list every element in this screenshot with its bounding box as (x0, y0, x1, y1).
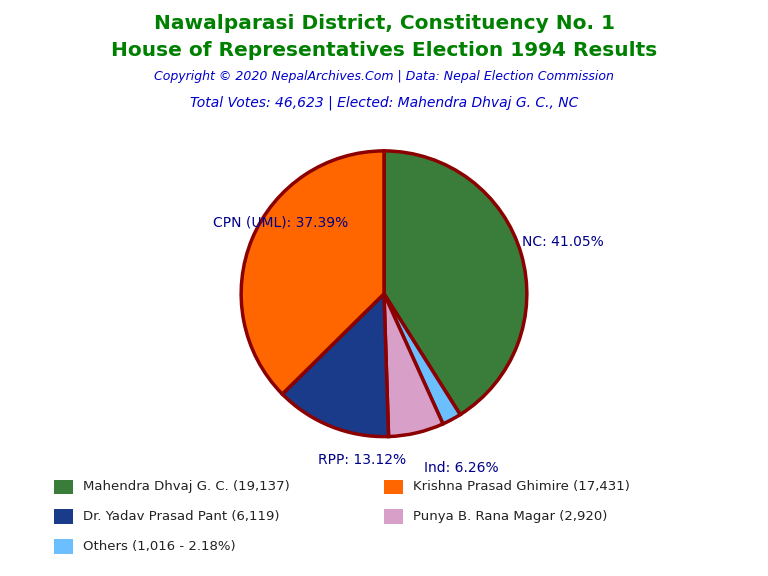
Text: CPN (UML): 37.39%: CPN (UML): 37.39% (213, 215, 348, 229)
Text: Punya B. Rana Magar (2,920): Punya B. Rana Magar (2,920) (413, 510, 607, 523)
Text: Ind: 6.26%: Ind: 6.26% (425, 461, 499, 475)
Text: Mahendra Dhvaj G. C. (19,137): Mahendra Dhvaj G. C. (19,137) (83, 480, 290, 493)
Text: Total Votes: 46,623 | Elected: Mahendra Dhvaj G. C., NC: Total Votes: 46,623 | Elected: Mahendra … (190, 95, 578, 109)
Text: House of Representatives Election 1994 Results: House of Representatives Election 1994 R… (111, 41, 657, 60)
Wedge shape (384, 294, 443, 437)
Wedge shape (241, 151, 384, 394)
Wedge shape (283, 294, 389, 437)
Text: Copyright © 2020 NepalArchives.Com | Data: Nepal Election Commission: Copyright © 2020 NepalArchives.Com | Dat… (154, 70, 614, 84)
Text: Others (1,016 - 2.18%): Others (1,016 - 2.18%) (83, 540, 236, 553)
Wedge shape (384, 294, 460, 424)
Text: NC: 41.05%: NC: 41.05% (521, 235, 604, 249)
Text: Nawalparasi District, Constituency No. 1: Nawalparasi District, Constituency No. 1 (154, 14, 614, 33)
Text: Krishna Prasad Ghimire (17,431): Krishna Prasad Ghimire (17,431) (413, 480, 630, 493)
Wedge shape (384, 151, 527, 415)
Text: Dr. Yadav Prasad Pant (6,119): Dr. Yadav Prasad Pant (6,119) (83, 510, 280, 523)
Text: RPP: 13.12%: RPP: 13.12% (318, 453, 406, 467)
